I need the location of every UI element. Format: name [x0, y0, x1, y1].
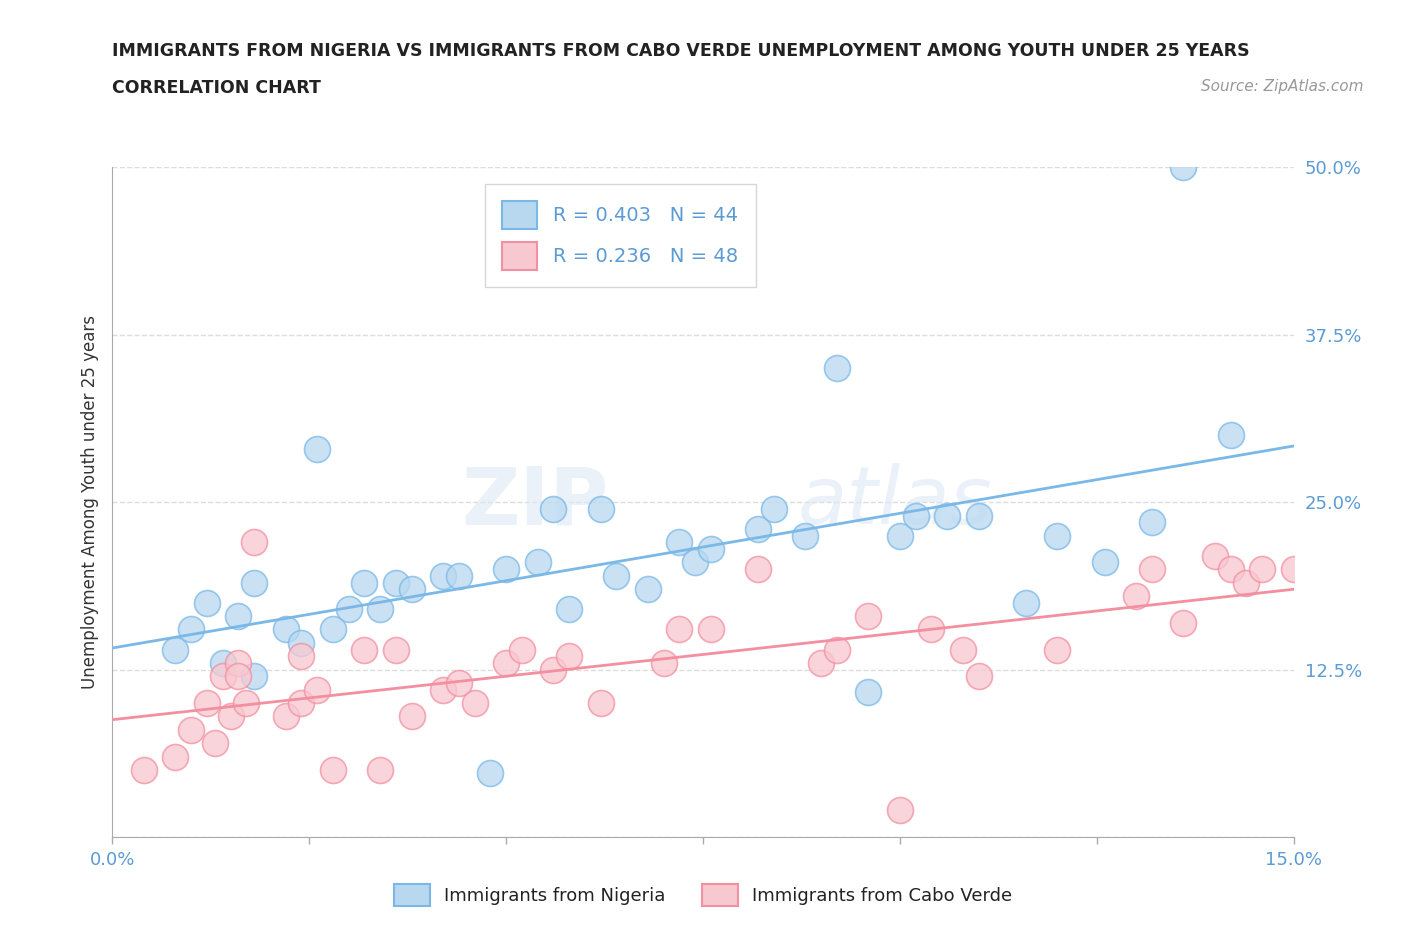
- Point: [967, 508, 990, 523]
- Point: [479, 765, 502, 780]
- Point: [510, 642, 533, 657]
- Point: [337, 602, 360, 617]
- Point: [195, 595, 218, 610]
- Point: [1219, 562, 1241, 577]
- Point: [589, 501, 612, 516]
- Point: [180, 723, 202, 737]
- Text: CORRELATION CHART: CORRELATION CHART: [112, 79, 322, 97]
- Point: [543, 662, 565, 677]
- Point: [1234, 575, 1257, 590]
- Point: [1046, 642, 1069, 657]
- Point: [401, 582, 423, 597]
- Point: [180, 622, 202, 637]
- Point: [401, 709, 423, 724]
- Point: [889, 803, 911, 817]
- Point: [1173, 160, 1195, 175]
- Point: [243, 575, 266, 590]
- Point: [589, 696, 612, 711]
- Point: [235, 696, 257, 711]
- Point: [526, 555, 548, 570]
- Point: [290, 696, 312, 711]
- Point: [652, 656, 675, 671]
- Point: [668, 535, 690, 550]
- Point: [243, 669, 266, 684]
- Point: [211, 656, 233, 671]
- Point: [307, 683, 329, 698]
- Point: [464, 696, 486, 711]
- Point: [165, 642, 187, 657]
- Point: [1125, 589, 1147, 604]
- Point: [825, 642, 848, 657]
- Point: [1219, 428, 1241, 443]
- Point: [132, 763, 155, 777]
- Point: [322, 763, 344, 777]
- Point: [219, 709, 242, 724]
- Point: [747, 522, 769, 537]
- Point: [1140, 515, 1163, 530]
- Point: [1015, 595, 1038, 610]
- Point: [195, 696, 218, 711]
- Point: [637, 582, 659, 597]
- Point: [385, 642, 408, 657]
- Point: [228, 669, 250, 684]
- Point: [543, 501, 565, 516]
- Point: [810, 656, 832, 671]
- Text: IMMIGRANTS FROM NIGERIA VS IMMIGRANTS FROM CABO VERDE UNEMPLOYMENT AMONG YOUTH U: IMMIGRANTS FROM NIGERIA VS IMMIGRANTS FR…: [112, 42, 1250, 60]
- Point: [243, 535, 266, 550]
- Point: [605, 568, 627, 583]
- Point: [228, 608, 250, 623]
- Point: [1046, 528, 1069, 543]
- Point: [952, 642, 974, 657]
- Point: [274, 622, 297, 637]
- Point: [353, 575, 375, 590]
- Point: [211, 669, 233, 684]
- Point: [936, 508, 959, 523]
- Y-axis label: Unemployment Among Youth under 25 years: Unemployment Among Youth under 25 years: [80, 315, 98, 689]
- Point: [447, 675, 470, 690]
- Point: [307, 441, 329, 456]
- Point: [668, 622, 690, 637]
- Point: [558, 649, 581, 664]
- Point: [290, 635, 312, 650]
- Point: [274, 709, 297, 724]
- Point: [368, 763, 391, 777]
- Point: [1204, 549, 1226, 564]
- Point: [204, 736, 226, 751]
- Point: [165, 750, 187, 764]
- Legend: Immigrants from Nigeria, Immigrants from Cabo Verde: Immigrants from Nigeria, Immigrants from…: [385, 875, 1021, 915]
- Point: [432, 683, 454, 698]
- Point: [432, 568, 454, 583]
- Point: [762, 501, 785, 516]
- Point: [1173, 616, 1195, 631]
- Point: [385, 575, 408, 590]
- Point: [904, 508, 927, 523]
- Point: [700, 622, 723, 637]
- Point: [447, 568, 470, 583]
- Point: [683, 555, 706, 570]
- Point: [1282, 562, 1305, 577]
- Point: [353, 642, 375, 657]
- Point: [967, 669, 990, 684]
- Point: [700, 541, 723, 556]
- Point: [1251, 562, 1274, 577]
- Point: [290, 649, 312, 664]
- Point: [858, 608, 880, 623]
- Point: [228, 656, 250, 671]
- Point: [495, 656, 517, 671]
- Point: [1140, 562, 1163, 577]
- Point: [747, 562, 769, 577]
- Text: ZIP: ZIP: [461, 463, 609, 541]
- Point: [495, 562, 517, 577]
- Point: [794, 528, 817, 543]
- Point: [322, 622, 344, 637]
- Point: [825, 361, 848, 376]
- Point: [368, 602, 391, 617]
- Point: [889, 528, 911, 543]
- Point: [858, 684, 880, 699]
- Text: atlas: atlas: [797, 463, 993, 541]
- Text: Source: ZipAtlas.com: Source: ZipAtlas.com: [1201, 79, 1364, 94]
- Point: [558, 602, 581, 617]
- Point: [1094, 555, 1116, 570]
- Point: [920, 622, 942, 637]
